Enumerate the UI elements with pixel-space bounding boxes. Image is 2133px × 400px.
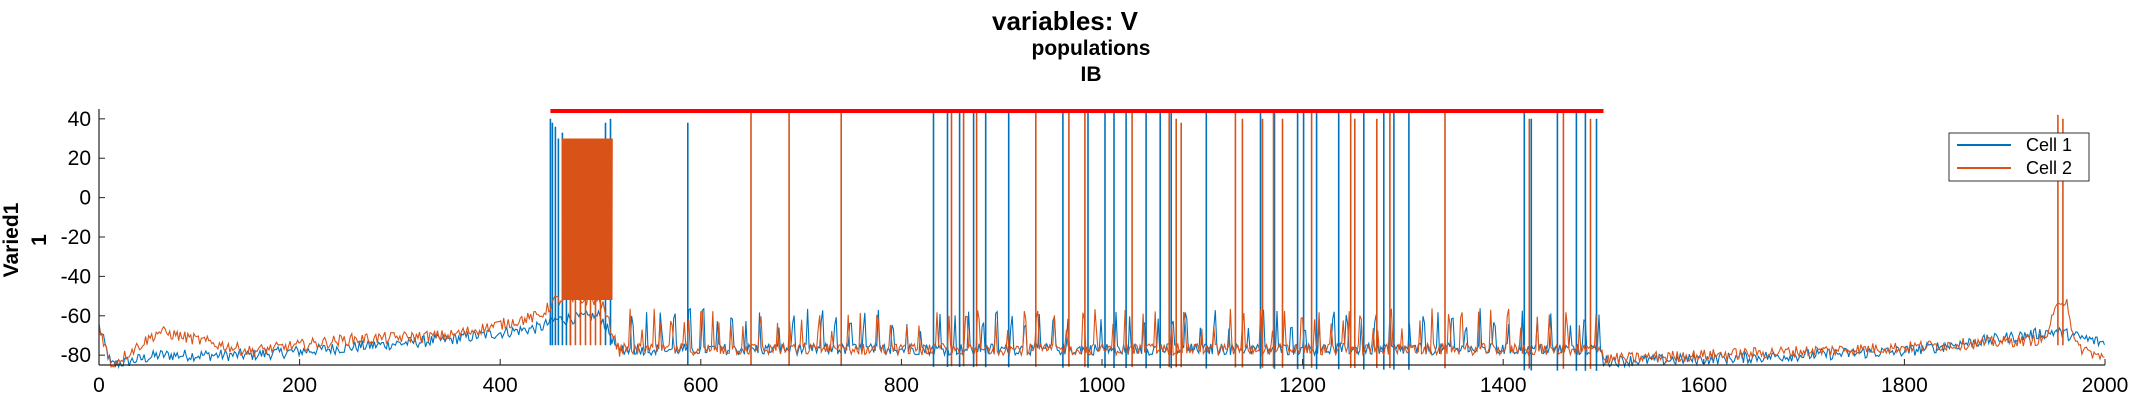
series-line-2 [98, 292, 2105, 368]
series-line-1 [98, 307, 2106, 370]
x-tick-label-6: 1200 [1279, 374, 1326, 397]
x-tick-label-5: 1000 [1079, 374, 1126, 397]
y-tick-label-0: 40 [68, 108, 91, 131]
y-tick-label-2: 0 [79, 187, 91, 210]
y-axis-label-line-2: 1 [28, 234, 51, 246]
spikes-cell-1 [549, 111, 1598, 371]
title-line-3: IB [1081, 63, 1102, 86]
y-axis-label-line-1: Varied1 [0, 202, 23, 277]
y-tick-label-6: -80 [61, 344, 91, 367]
legend-box [1948, 132, 2090, 182]
y-axis-label: Varied1 1 [0, 202, 51, 277]
x-tick-label-7: 1400 [1480, 374, 1527, 397]
y-tick-label-1: 20 [68, 147, 91, 170]
series-layer [98, 111, 2106, 371]
chart-title: variables: V populations IB [992, 6, 1150, 86]
cell-2-burst-block [561, 138, 613, 301]
x-tick-label-3: 600 [683, 374, 718, 397]
legend-label-cell-1: Cell 1 [2026, 135, 2072, 155]
y-tick-label-5: -60 [61, 305, 91, 328]
axes [98, 109, 2105, 366]
legend-label-cell-2: Cell 2 [2026, 158, 2072, 178]
title-line-2: populations [1032, 37, 1151, 60]
y-tick-label-3: -20 [61, 226, 91, 249]
x-tick-label-8: 1600 [1680, 374, 1727, 397]
legend: Cell 1 Cell 2 [1948, 132, 2090, 182]
y-tick-label-4: -40 [61, 265, 91, 288]
title-line-1: variables: V [992, 6, 1139, 36]
x-tick-label-10: 2000 [2082, 374, 2129, 397]
x-tick-label-1: 200 [282, 374, 317, 397]
x-tick-label-0: 0 [93, 374, 105, 397]
x-tick-label-4: 800 [884, 374, 919, 397]
x-tick-label-9: 1800 [1881, 374, 1928, 397]
spikes-cell-2 [569, 111, 2064, 369]
x-tick-label-2: 400 [483, 374, 518, 397]
y-ticks: 40 20 0 -20 -40 -60 -80 [61, 108, 105, 367]
x-ticks: 0 200 400 600 800 1000 1200 1400 1600 1800 2000 [93, 359, 2128, 397]
